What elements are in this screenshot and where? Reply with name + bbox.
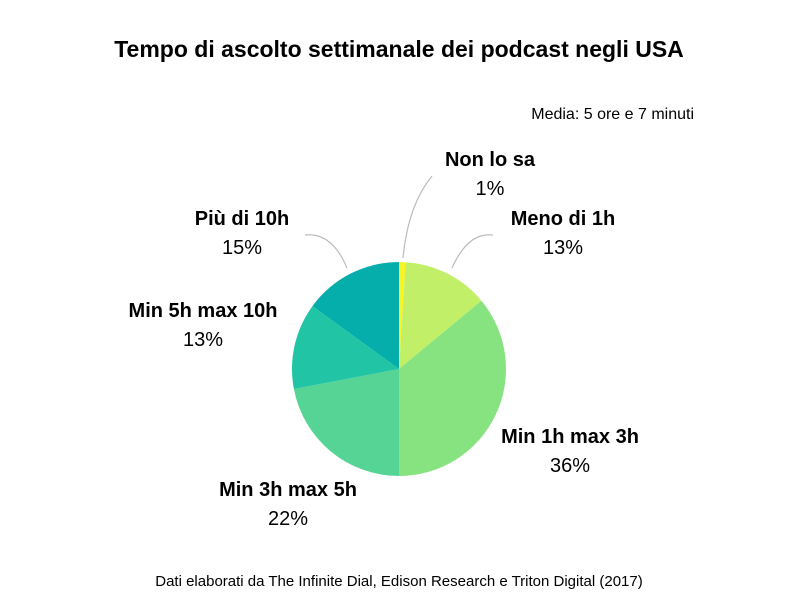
leader-line-meno-di-1h bbox=[451, 234, 494, 269]
slice-label-text: Min 5h max 10h bbox=[129, 300, 278, 322]
pie-slice-0 bbox=[399, 262, 406, 369]
slice-label-4: Min 5h max 10h 13% bbox=[129, 300, 278, 351]
pie-slice-3 bbox=[293, 369, 399, 476]
slice-label-5: Più di 10h 15% bbox=[195, 208, 289, 259]
chart-subtitle: Media: 5 ore e 7 minuti bbox=[531, 106, 694, 123]
slice-label-text: Min 3h max 5h bbox=[219, 479, 357, 501]
slice-label-3: Min 3h max 5h 22% bbox=[219, 479, 357, 530]
pie-slice-1 bbox=[399, 262, 482, 369]
slice-value-text: 1% bbox=[476, 178, 505, 200]
slice-value-text: 15% bbox=[222, 237, 262, 259]
pie-slice-5 bbox=[312, 262, 399, 369]
slice-value-text: 36% bbox=[550, 455, 590, 477]
chart-source: Dati elaborati da The Infinite Dial, Edi… bbox=[155, 573, 642, 590]
slice-label-text: Più di 10h bbox=[195, 208, 289, 230]
slice-label-text: Meno di 1h bbox=[511, 208, 615, 230]
slice-label-text: Min 1h max 3h bbox=[501, 426, 639, 448]
leader-lines bbox=[304, 175, 494, 269]
slice-label-0: Non lo sa 1% bbox=[445, 149, 536, 200]
slice-value-text: 13% bbox=[543, 237, 583, 259]
slice-value-text: 22% bbox=[268, 508, 308, 530]
slice-label-text: Non lo sa bbox=[445, 149, 536, 171]
slice-label-2: Min 1h max 3h 36% bbox=[501, 426, 639, 477]
slice-label-1: Meno di 1h 13% bbox=[511, 208, 615, 259]
leader-line-non-lo-sa bbox=[402, 175, 433, 259]
pie-slice-4 bbox=[291, 306, 399, 390]
pie-slice-2 bbox=[399, 300, 506, 476]
leader-line-piu-di-10h bbox=[304, 234, 348, 269]
slice-value-text: 13% bbox=[183, 329, 223, 351]
chart-title: Tempo di ascolto settimanale dei podcast… bbox=[114, 36, 684, 62]
